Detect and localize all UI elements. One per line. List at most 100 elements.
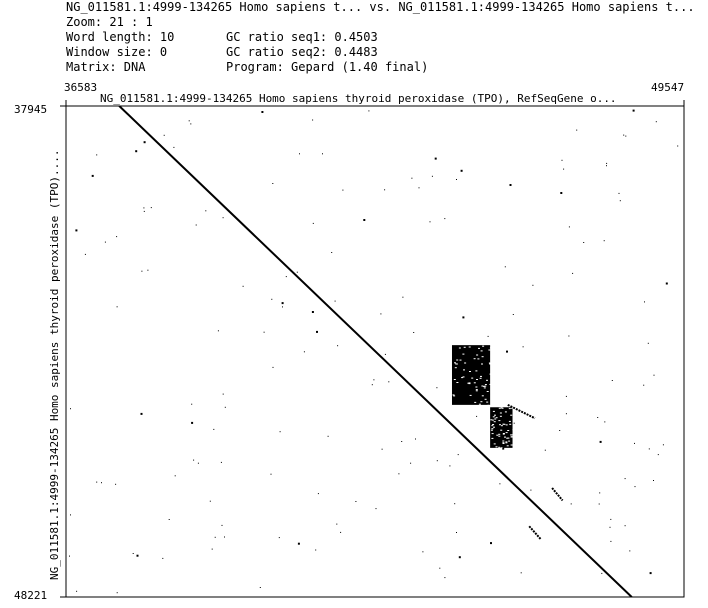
block-gap [480,350,483,352]
noise-dot [75,229,78,232]
noise-dot [561,159,563,161]
x-tick-label-max: 49547 [651,81,685,94]
block-gap [475,390,478,392]
block-gap [506,445,509,447]
block-gap [475,389,478,391]
noise-dot [532,284,534,286]
noise-dot [618,192,620,194]
block-gap [500,429,503,431]
block-gap [495,417,498,419]
program-label: Program: Gepard (1.40 final) [226,60,429,74]
noise-dot [647,342,649,344]
noise-dot [259,587,261,588]
noise-dot [611,380,613,381]
noise-dot [281,302,284,305]
noise-dot [458,556,461,559]
noise-dot [634,442,635,444]
noise-dot [311,311,314,313]
noise-dot [143,207,145,209]
block-gap [504,436,506,438]
noise-dot [174,475,176,477]
block-gap [486,379,488,381]
noise-dot [418,187,420,189]
block-gap [469,371,471,372]
block-gap [500,425,503,427]
noise-dot [316,330,318,333]
noise-dot [655,121,657,123]
noise-dot [242,285,244,287]
block-gap [491,437,494,439]
block-gap [498,433,501,435]
noise-dot [597,417,599,418]
block-gap [492,416,495,418]
noise-dot [634,486,636,488]
window-size-label: Window size: 0 [66,45,168,59]
noise-dot [279,431,281,433]
block-gap [506,437,509,439]
word-length-label: Word length: 10 [66,30,175,44]
noise-dot [449,465,451,467]
block-gap [463,369,465,371]
matrix-label: Matrix: DNA [66,60,146,74]
block-gap [494,418,497,420]
block-gap [484,398,487,400]
noise-dot [334,300,336,302]
block-gap [478,403,481,405]
noise-dot [322,153,323,155]
noise-dot [380,313,382,315]
block-gap [453,379,456,380]
block-gap [505,432,508,434]
noise-dot [388,381,390,383]
block-gap [502,442,505,444]
noise-dot [570,503,572,505]
block-gap [491,428,494,430]
block-gap [491,433,494,435]
block-gap [510,434,513,436]
noise-dot [327,435,329,437]
noise-dot [644,301,645,303]
block-gap [476,354,479,356]
noise-dot [263,331,265,333]
noise-dot [436,387,438,389]
block-gap [491,425,494,427]
block-gap [503,423,506,425]
block-gap [487,404,490,406]
noise-dot [69,555,70,557]
header-title: NG_011581.1:4999-134265 Homo sapiens t..… [66,0,695,14]
noise-dot [662,444,664,446]
block-gap [502,433,505,435]
noise-dot [401,441,403,442]
noise-dot [205,210,207,212]
noise-dot [599,440,602,443]
block-gap [493,426,495,428]
block-gap [508,408,511,410]
noise-dot [462,316,465,319]
block-gap [458,347,461,349]
noise-dot [116,236,118,238]
block-gap [508,440,511,442]
block-gap [502,443,505,444]
noise-dot [296,271,298,273]
noise-dot [76,590,78,592]
block-gap [475,370,478,372]
block-gap [505,441,508,443]
block-gap [491,419,494,421]
noise-dot [520,572,522,574]
noise-dot [271,298,273,300]
noise-dot [604,421,606,423]
noise-dot [140,412,143,415]
block-gap [494,414,496,416]
noise-dot [606,162,608,164]
noise-dot [299,153,300,155]
noise-dot [282,306,283,308]
noise-dot [303,351,305,353]
noise-dot [603,240,605,242]
block-gap [499,424,501,426]
noise-dot [456,532,457,533]
noise-dot [563,168,565,170]
block-gap [462,376,465,378]
block-gap [495,446,498,448]
noise-dot [312,119,314,121]
noise-dot [415,438,416,440]
block-gap [463,346,466,348]
